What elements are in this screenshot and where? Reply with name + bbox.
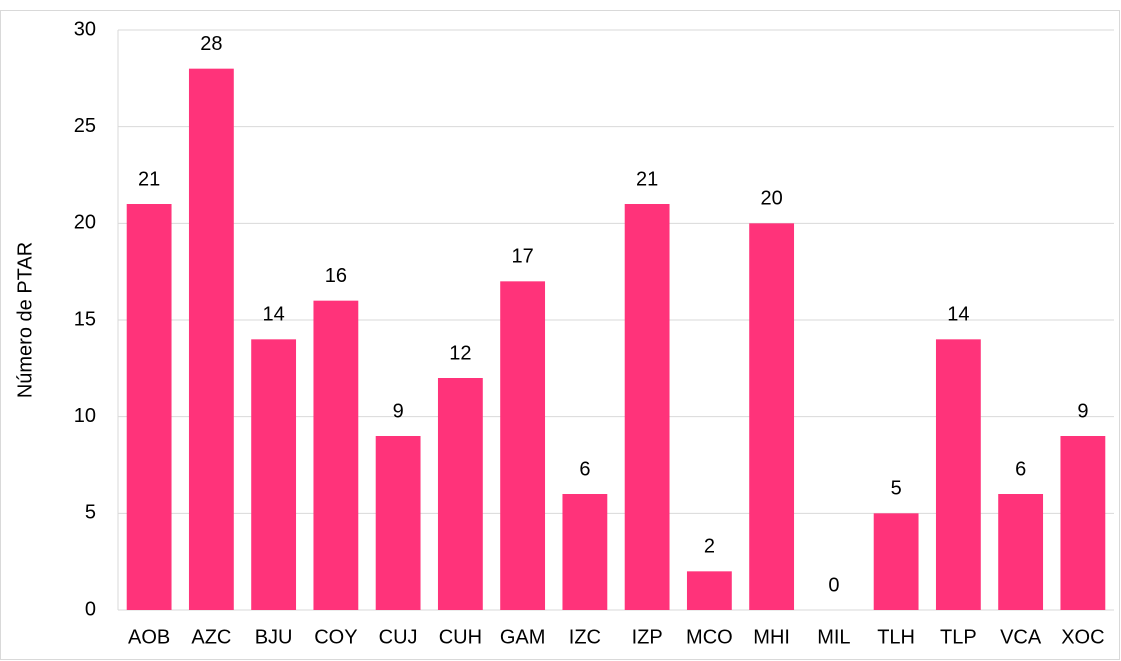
x-tick-label: MHI <box>753 626 790 648</box>
data-label: 20 <box>761 188 783 210</box>
data-label: 9 <box>393 400 404 422</box>
data-label: 5 <box>891 478 902 500</box>
bar <box>126 204 172 610</box>
x-tick-label: IZC <box>569 626 601 648</box>
y-tick-label: 15 <box>74 308 96 330</box>
data-label: 16 <box>325 265 347 287</box>
data-label: 9 <box>1077 400 1088 422</box>
y-tick-label: 25 <box>74 115 96 137</box>
bar <box>562 494 608 610</box>
x-tick-label: VCA <box>1000 626 1042 648</box>
data-label: 2 <box>704 536 715 558</box>
data-label: 17 <box>512 246 534 268</box>
y-tick-label: 0 <box>85 598 96 620</box>
y-tick-label: 5 <box>85 502 96 524</box>
bar <box>1060 436 1106 610</box>
bar <box>188 68 234 610</box>
data-label: 6 <box>579 458 590 480</box>
y-tick-label: 30 <box>74 18 96 40</box>
bar <box>500 281 546 610</box>
x-tick-label: AZC <box>191 626 231 648</box>
x-tick-label: CUJ <box>379 626 418 648</box>
x-tick-label: AOB <box>128 626 170 648</box>
data-label: 21 <box>636 168 658 190</box>
x-tick-label: IZP <box>632 626 663 648</box>
y-tick-label: 10 <box>74 405 96 427</box>
y-axis-label: Número de PTAR <box>14 242 36 398</box>
x-tick-label: GAM <box>500 626 546 648</box>
x-tick-label: MCO <box>686 626 733 648</box>
chart-border <box>0 10 1120 660</box>
y-tick-label: 20 <box>74 212 96 234</box>
bar <box>749 223 795 611</box>
x-tick-label: MIL <box>817 626 850 648</box>
data-label: 0 <box>828 574 839 596</box>
x-tick-label: TLH <box>877 626 915 648</box>
data-label: 14 <box>947 304 969 326</box>
x-tick-label: COY <box>314 626 357 648</box>
bar <box>998 494 1044 610</box>
bar <box>375 436 421 610</box>
x-tick-label: TLP <box>940 626 977 648</box>
x-tick-label: XOC <box>1061 626 1104 648</box>
bar <box>624 204 670 610</box>
data-label: 6 <box>1015 458 1026 480</box>
data-label: 12 <box>449 342 471 364</box>
x-tick-label: BJU <box>255 626 293 648</box>
bar <box>437 378 483 610</box>
data-label: 14 <box>263 304 285 326</box>
x-tick-label: CUH <box>439 626 482 648</box>
bar <box>935 339 981 610</box>
data-label: 21 <box>138 168 160 190</box>
data-label: 28 <box>200 33 222 55</box>
bar <box>313 300 359 610</box>
bar <box>873 513 919 610</box>
bar <box>686 571 732 610</box>
bar <box>251 339 297 610</box>
